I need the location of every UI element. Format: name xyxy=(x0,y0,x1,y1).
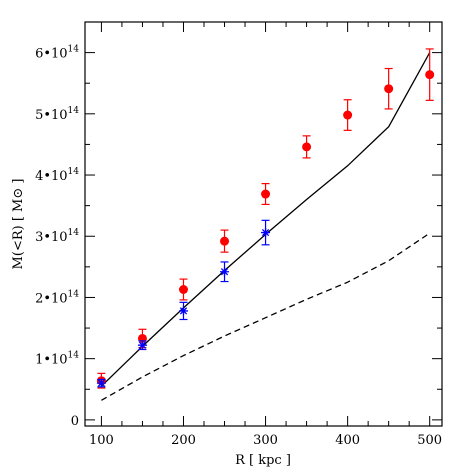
x-tick-label: 400 xyxy=(335,433,360,448)
data-point-circle xyxy=(384,84,394,94)
x-tick-label: 200 xyxy=(171,433,196,448)
x-tick-label: 300 xyxy=(253,433,278,448)
y-tick-label: 1•1014 xyxy=(35,351,79,368)
data-point-asterisk xyxy=(137,340,147,350)
y-axis-label: M(<R) [ M⊙ ] xyxy=(11,179,26,270)
data-point-asterisk xyxy=(220,267,230,277)
x-axis-label: R [ kpc ] xyxy=(235,453,291,468)
y-tick-label: 0 xyxy=(71,414,79,429)
x-tick-label: 500 xyxy=(417,433,442,448)
data-point-circle xyxy=(178,284,188,294)
plot-frame xyxy=(84,21,443,427)
y-tick-label: 5•1014 xyxy=(35,106,79,123)
y-tick-label: 2•1014 xyxy=(35,289,79,306)
data-point-asterisk xyxy=(178,306,188,316)
data-point-circle xyxy=(343,110,353,120)
data-point-asterisk xyxy=(96,378,106,388)
y-tick-label: 4•1014 xyxy=(35,167,79,184)
tick-labels: 100 200 300 400 500 0 1•1014 2•1014 3•1014 4•1014… xyxy=(35,45,442,448)
data-point-circle xyxy=(425,70,435,80)
data-point-circle xyxy=(302,142,312,152)
data-point-asterisk xyxy=(261,228,271,238)
y-tick-label: 3•1014 xyxy=(35,228,79,245)
data-point-circle xyxy=(261,189,271,199)
dashed-curve xyxy=(101,232,431,401)
x-tick-label: 100 xyxy=(89,433,114,448)
axis-ticks xyxy=(85,22,442,426)
data-markers xyxy=(96,48,435,389)
data-point-circle xyxy=(220,236,230,246)
solid-curve xyxy=(100,52,431,387)
y-tick-label: 6•1014 xyxy=(35,45,79,62)
